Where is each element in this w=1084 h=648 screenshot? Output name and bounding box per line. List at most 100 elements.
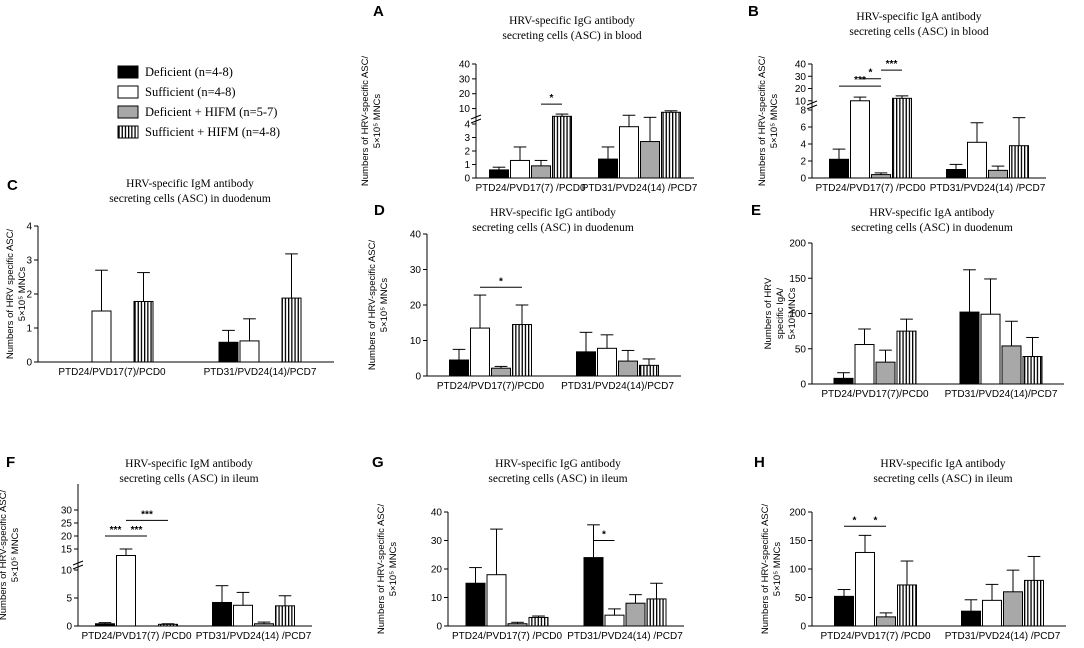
y-tick-label: 30: [61, 506, 73, 517]
panel-letter: B: [748, 3, 759, 20]
x-category-label: PTD31/PVD24(14)/PCD7: [204, 367, 317, 378]
bar: [491, 367, 511, 377]
bar: [897, 584, 917, 627]
significance-label: ***: [110, 525, 122, 536]
legend-swatch-sufficient-hifm: [117, 125, 139, 139]
bar: [597, 347, 617, 377]
y-tick-label: 100: [789, 309, 806, 320]
bar: [133, 300, 154, 363]
x-category-label: PTD31/PVD24(14) /PCD7: [582, 183, 698, 194]
y-axis-label-line: Numbers of HRV specific ASC/: [5, 229, 16, 360]
y-tick-label: 1: [26, 324, 32, 335]
chart-title-line: HRV-specific IgA antibody: [880, 458, 1005, 470]
y-axis-label-line: 5×10⁵ MNCs: [772, 542, 783, 597]
y-tick-label: 200: [789, 239, 806, 250]
panels: A HRV-specific IgG antibody secreting cell…: [0, 3, 1066, 642]
y-tick-label: 150: [789, 274, 806, 285]
bar: [833, 377, 854, 385]
chart-panel-b: B HRV-specific IgA antibody secreting cell…: [748, 3, 1046, 194]
bar: [512, 324, 532, 377]
y-axis-label-line: Numbers of HRV-specific ASC/: [760, 504, 771, 635]
y-tick-label: 40: [410, 230, 422, 241]
significance-label: *: [869, 68, 873, 79]
y-axis-label: Numbers of HRV-specific ASC/5×10⁵ MNCs: [376, 504, 399, 635]
bar: [576, 351, 596, 377]
y-tick-label: 40: [431, 508, 443, 519]
significance-label: ***: [886, 59, 898, 70]
bar: [158, 623, 178, 627]
y-axis-label-line: Numbers of HRV-specific ASC/: [367, 240, 378, 371]
bar: [959, 311, 980, 385]
bar: [598, 158, 618, 179]
y-axis-label-line: Numbers of HRV-specific ASC/: [757, 56, 768, 187]
y-axis-label-line: Numbers of HRV: [763, 277, 774, 349]
bar: [646, 598, 667, 627]
bar: [834, 595, 854, 627]
significance-label: *: [853, 515, 857, 526]
bar: [465, 582, 486, 627]
bar: [988, 169, 1008, 179]
y-tick-label: 0: [415, 372, 421, 383]
bar: [1003, 591, 1023, 627]
axis-break: [470, 114, 482, 120]
bar: [871, 174, 891, 179]
bar: [449, 359, 469, 377]
y-tick-label: 30: [410, 265, 422, 276]
y-tick-label: 2: [26, 290, 32, 301]
y-axis-label: Numbers of HRV-specific ASC/5×10⁵ MNCs: [757, 56, 780, 187]
y-tick-label: 6: [800, 123, 806, 134]
legend-swatch-deficient-hifm: [117, 105, 139, 119]
bar: [95, 623, 115, 627]
bar: [982, 599, 1002, 627]
chart-title-line: HRV-specific IgA antibody: [856, 11, 981, 23]
significance-label: ***: [131, 525, 143, 536]
panel-letter: E: [751, 202, 761, 219]
bar: [829, 158, 849, 179]
legend: Deficient (n=4-8) Sufficient (n=4-8) Def…: [117, 65, 280, 139]
y-tick-label: 2: [800, 157, 806, 168]
legend-label-deficient-hifm: Deficient + HIFM (n=5-7): [145, 105, 277, 119]
x-category-label: PTD24/PVD17(7) /PCD0: [815, 183, 925, 194]
axis-break: [72, 560, 84, 566]
bar: [489, 169, 509, 179]
y-tick-label: 25: [61, 519, 73, 530]
x-category-label: PTD24/PVD17(7) /PCD0: [820, 631, 930, 642]
x-category-label: PTD31/PVD24(14) /PCD7: [567, 631, 683, 642]
y-tick-label: 30: [795, 72, 807, 83]
legend-label-sufficient: Sufficient (n=4-8): [145, 85, 235, 99]
bar: [1024, 579, 1044, 627]
bar: [875, 361, 896, 385]
y-axis-label: Numbers of HRV specific ASC/5×10⁵ MNCs: [5, 229, 28, 360]
bar: [552, 115, 572, 179]
bar: [876, 616, 896, 627]
bar: [619, 126, 639, 179]
y-tick-label: 30: [459, 74, 471, 85]
significance-label: ***: [854, 75, 866, 86]
bar: [896, 330, 917, 385]
y-tick-label: 10: [61, 566, 73, 577]
bar: [91, 310, 112, 363]
bar: [281, 297, 302, 363]
y-tick-label: 0: [800, 622, 806, 633]
chart-title-line: secreting cells (ASC) in ileum: [873, 473, 1012, 485]
bar: [239, 340, 260, 363]
y-tick-label: 0: [66, 622, 72, 633]
significance-label: *: [874, 515, 878, 526]
bar: [618, 360, 638, 377]
bar: [850, 100, 870, 179]
bar: [470, 327, 490, 377]
y-tick-label: 0: [800, 174, 806, 185]
y-axis-label-line: 5×10⁵ MNCs: [379, 278, 390, 333]
chart-title-line: HRV-specific IgM antibody: [125, 458, 253, 470]
y-axis-label-line: 5×10⁵ MNCs: [388, 542, 399, 597]
chart-title-line: secreting cells (ASC) in duodenum: [109, 193, 271, 205]
y-tick-label: 20: [410, 301, 422, 312]
y-tick-label: 0: [26, 358, 32, 369]
chart-title-line: secreting cells (ASC) in blood: [502, 30, 642, 42]
x-category-label: PTD24/PVD17(7) /PCD0: [81, 631, 191, 642]
panel-letter: D: [374, 202, 385, 219]
legend-swatch-sufficient: [117, 85, 139, 99]
chart-panel-h: H HRV-specific IgA antibody secreting cell…: [754, 454, 1066, 642]
y-tick-label: 0: [800, 380, 806, 391]
